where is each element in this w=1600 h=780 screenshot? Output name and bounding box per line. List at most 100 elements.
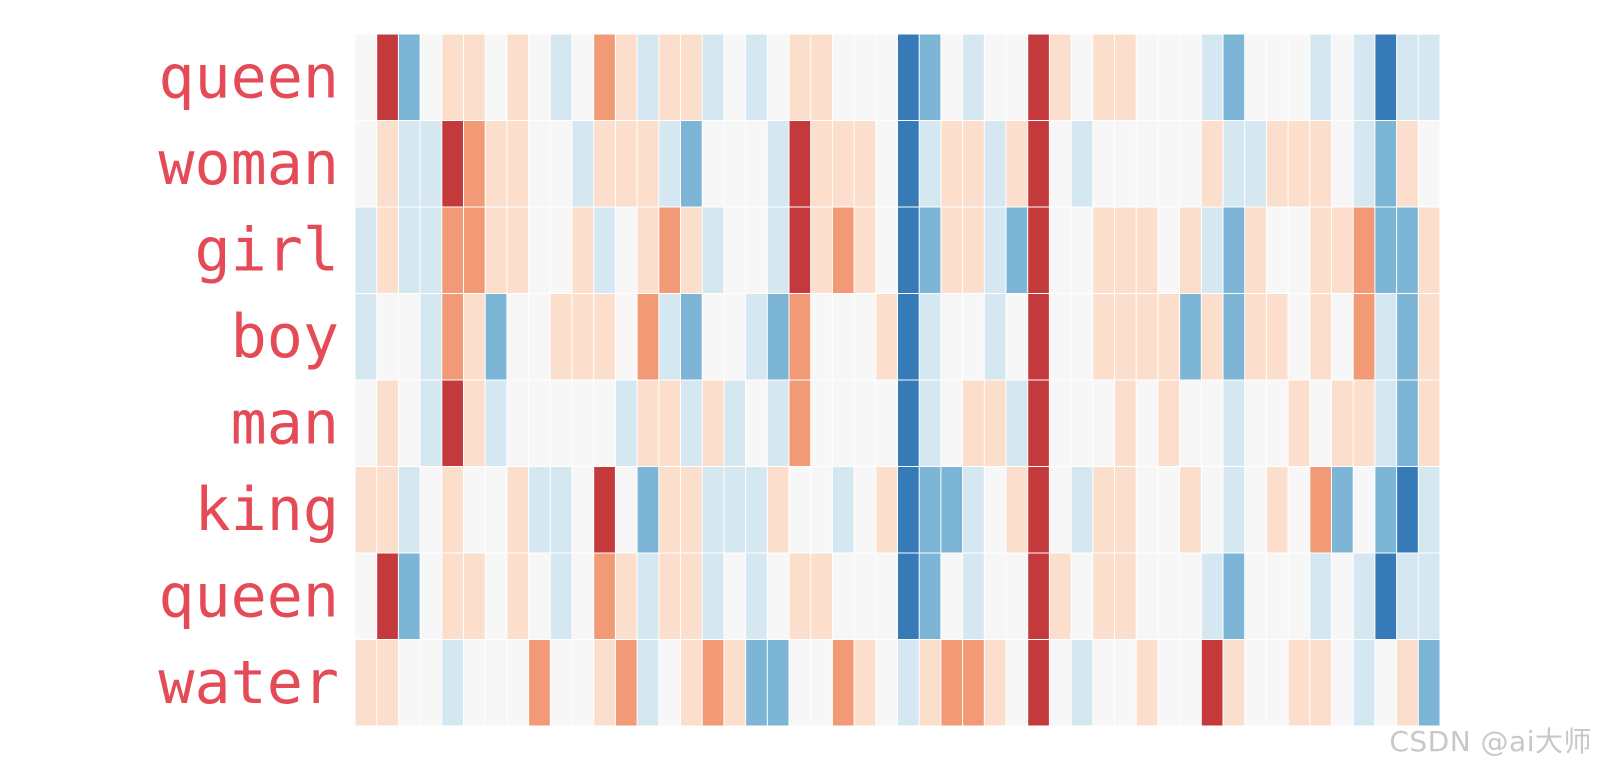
heatmap-cell — [1180, 553, 1201, 639]
heatmap-cell — [1180, 640, 1201, 726]
heatmap-cell — [1310, 380, 1331, 466]
heatmap-cell — [1375, 121, 1397, 207]
heatmap-cell — [529, 640, 550, 726]
heatmap-cell — [898, 553, 919, 639]
heatmap-cell — [594, 207, 615, 293]
heatmap-cell — [420, 34, 442, 120]
heatmap-cell — [1245, 207, 1266, 293]
heatmap-cell — [811, 34, 832, 120]
heatmap-cell — [572, 553, 594, 639]
heatmap-cell — [464, 207, 485, 293]
heatmap-cell — [789, 34, 811, 120]
heatmap-cell — [572, 34, 594, 120]
heatmap-cell — [941, 380, 963, 466]
heatmap-cell — [724, 121, 746, 207]
heatmap-cell — [529, 380, 550, 466]
heatmap-cell — [1397, 121, 1418, 207]
row-label: water — [158, 648, 339, 718]
heatmap-cell — [1418, 380, 1440, 466]
heatmap-cell — [984, 34, 1006, 120]
heatmap-cell — [984, 467, 1006, 553]
heatmap-cell — [1093, 34, 1114, 120]
heatmap-cell — [1071, 207, 1093, 293]
heatmap-cell — [1115, 640, 1136, 726]
heatmap-cell — [702, 467, 724, 553]
heatmap-cell — [442, 121, 463, 207]
heatmap-cell — [1332, 121, 1353, 207]
heatmap-cell — [464, 640, 485, 726]
heatmap-cell — [377, 380, 398, 466]
heatmap-cell — [485, 121, 507, 207]
heatmap-cell — [659, 121, 680, 207]
heatmap-cell — [1006, 121, 1028, 207]
heatmap-cell — [1223, 121, 1245, 207]
heatmap-cell — [398, 467, 420, 553]
heatmap-cell — [1223, 380, 1245, 466]
heatmap-cell — [854, 467, 876, 553]
heatmap-cell — [1375, 467, 1397, 553]
heatmap-cell — [355, 467, 377, 553]
heatmap-cell — [854, 34, 876, 120]
heatmap-cell — [854, 640, 876, 726]
heatmap-cell — [811, 553, 832, 639]
heatmap-cell — [355, 207, 377, 293]
heatmap-cell — [702, 207, 724, 293]
heatmap-cell — [1223, 467, 1245, 553]
heatmap-cell — [1136, 640, 1158, 726]
heatmap-cell — [919, 294, 941, 380]
heatmap-cell — [854, 121, 876, 207]
heatmap-cell — [919, 34, 941, 120]
heatmap-cell — [681, 553, 702, 639]
heatmap-cell — [1353, 207, 1375, 293]
heatmap-cell — [1310, 553, 1331, 639]
heatmap-cell — [420, 207, 442, 293]
heatmap-cell — [1071, 294, 1093, 380]
heatmap-cell — [854, 380, 876, 466]
heatmap-cell — [1028, 553, 1049, 639]
heatmap-cell — [464, 467, 485, 553]
heatmap-cell — [529, 467, 550, 553]
heatmap-cell — [941, 207, 963, 293]
heatmap-cell — [1332, 380, 1353, 466]
watermark-text: CSDN @ai大师 — [1389, 725, 1592, 758]
heatmap-cell — [1136, 553, 1158, 639]
heatmap-cell — [420, 640, 442, 726]
heatmap-cell — [1071, 380, 1093, 466]
heatmap-cell — [420, 467, 442, 553]
heatmap-cell — [1288, 294, 1310, 380]
heatmap-cell — [854, 553, 876, 639]
heatmap-cell — [1093, 380, 1114, 466]
heatmap-cell — [963, 467, 984, 553]
heatmap-cell — [984, 121, 1006, 207]
heatmap-cell — [550, 467, 572, 553]
heatmap-cell — [876, 467, 897, 553]
heatmap-cell — [1180, 467, 1201, 553]
heatmap-cell — [811, 207, 832, 293]
heatmap-cell — [1093, 553, 1114, 639]
heatmap-cell — [1201, 207, 1223, 293]
heatmap-cell — [767, 553, 789, 639]
heatmap-cell — [1397, 640, 1418, 726]
heatmap-cell — [615, 380, 637, 466]
heatmap-cell — [637, 640, 659, 726]
heatmap-cell — [659, 553, 680, 639]
heatmap-cell — [1049, 380, 1071, 466]
heatmap-cell — [1158, 34, 1180, 120]
heatmap-cell — [832, 207, 854, 293]
heatmap-cell — [485, 294, 507, 380]
heatmap-cell — [1332, 467, 1353, 553]
heatmap-cell — [941, 34, 963, 120]
heatmap-cell — [767, 640, 789, 726]
heatmap-cell — [1158, 207, 1180, 293]
heatmap-cell — [1115, 294, 1136, 380]
heatmap-cell — [724, 380, 746, 466]
heatmap-cell — [1223, 294, 1245, 380]
row-label: queen — [158, 561, 339, 631]
heatmap-cell — [1201, 380, 1223, 466]
heatmap-cell — [1332, 207, 1353, 293]
heatmap-cell — [1201, 34, 1223, 120]
heatmap-cell — [485, 553, 507, 639]
heatmap-cell — [485, 380, 507, 466]
heatmap-cell — [507, 34, 529, 120]
heatmap-cell — [1288, 380, 1310, 466]
